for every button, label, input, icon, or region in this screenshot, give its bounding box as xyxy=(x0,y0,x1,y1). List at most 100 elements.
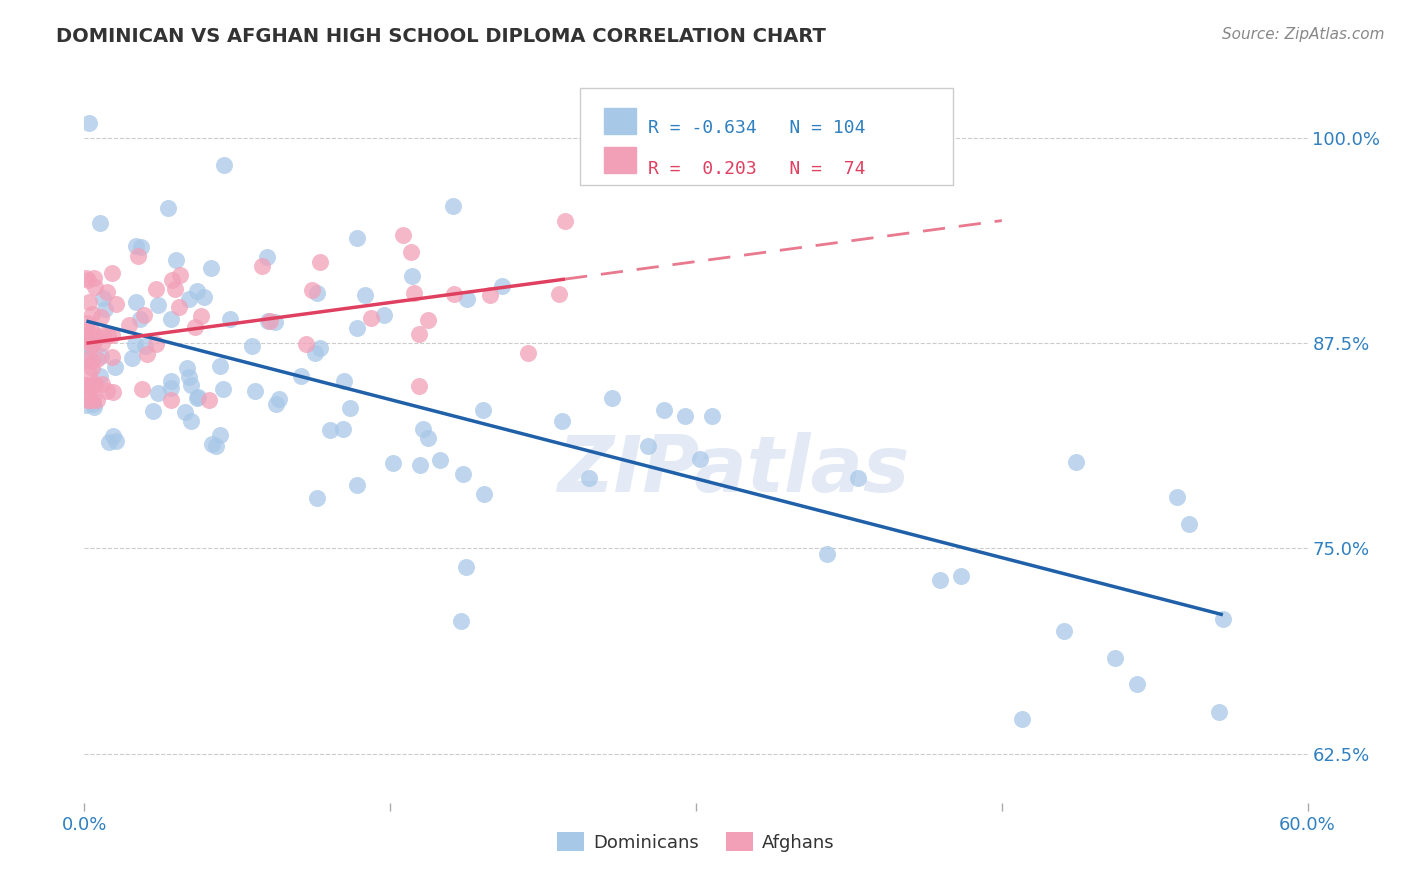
Point xyxy=(373,308,395,322)
Point xyxy=(83,271,105,285)
Point xyxy=(360,310,382,325)
Point xyxy=(96,384,118,398)
Point xyxy=(105,434,128,449)
Text: ZIPatlas: ZIPatlas xyxy=(557,433,908,508)
Point xyxy=(134,339,156,353)
Point xyxy=(264,314,287,328)
Point xyxy=(159,374,181,388)
Point xyxy=(105,297,128,311)
Point xyxy=(491,279,513,293)
Point xyxy=(176,361,198,376)
Point xyxy=(208,428,231,442)
Point xyxy=(401,244,423,259)
Point xyxy=(846,471,869,485)
Point xyxy=(339,401,361,416)
Point xyxy=(77,116,100,130)
Point xyxy=(148,385,170,400)
Point xyxy=(159,393,181,408)
Point xyxy=(82,307,104,321)
Point xyxy=(346,231,368,245)
Point xyxy=(412,422,434,436)
Point xyxy=(673,409,696,423)
Point xyxy=(240,339,263,353)
Point xyxy=(1126,677,1149,691)
Point xyxy=(479,287,502,301)
Point xyxy=(208,359,231,374)
Point xyxy=(125,295,148,310)
Text: R =  0.203   N =  74: R = 0.203 N = 74 xyxy=(648,160,866,178)
Point xyxy=(89,216,111,230)
FancyBboxPatch shape xyxy=(579,87,953,185)
Point xyxy=(84,377,107,392)
Point xyxy=(252,259,274,273)
Point xyxy=(118,318,141,333)
Point xyxy=(79,328,101,343)
Point xyxy=(166,253,188,268)
Point xyxy=(307,285,329,300)
Point xyxy=(129,239,152,253)
Point xyxy=(551,414,574,428)
Point xyxy=(76,316,98,330)
Point xyxy=(180,414,202,428)
Point xyxy=(186,392,208,406)
Point xyxy=(101,350,124,364)
Point xyxy=(75,377,97,392)
Point xyxy=(516,346,538,360)
Point xyxy=(128,311,150,326)
Text: Source: ZipAtlas.com: Source: ZipAtlas.com xyxy=(1222,27,1385,42)
Point xyxy=(163,282,186,296)
Point xyxy=(124,337,146,351)
Point xyxy=(160,381,183,395)
Point xyxy=(82,397,104,411)
Point xyxy=(409,458,432,473)
Point xyxy=(82,324,104,338)
Point xyxy=(472,487,495,501)
Point xyxy=(547,287,569,301)
Point xyxy=(76,393,98,408)
Point xyxy=(127,249,149,263)
Point xyxy=(83,377,105,392)
Point xyxy=(198,393,221,408)
Point xyxy=(167,301,190,315)
Text: R = -0.634   N = 104: R = -0.634 N = 104 xyxy=(648,119,866,136)
Point xyxy=(471,402,494,417)
Point xyxy=(79,295,101,310)
Point xyxy=(82,361,104,376)
Point xyxy=(186,284,208,298)
Point xyxy=(77,273,100,287)
Point xyxy=(301,283,323,297)
Point xyxy=(86,393,108,408)
Point xyxy=(180,378,202,392)
Point xyxy=(1064,455,1087,469)
Point xyxy=(76,351,98,365)
Point xyxy=(91,327,114,342)
Point xyxy=(83,401,105,415)
Point xyxy=(145,337,167,351)
Point xyxy=(148,298,170,312)
Point xyxy=(104,360,127,375)
Point xyxy=(354,288,377,302)
Point xyxy=(1177,517,1199,532)
Point xyxy=(1104,651,1126,665)
Point xyxy=(90,310,112,325)
Point xyxy=(346,477,368,491)
Point xyxy=(75,331,97,345)
Point xyxy=(131,382,153,396)
FancyBboxPatch shape xyxy=(605,146,636,173)
Point xyxy=(142,404,165,418)
Point xyxy=(815,547,838,561)
Point xyxy=(77,367,100,381)
Point xyxy=(416,431,439,445)
Point xyxy=(319,424,342,438)
Point xyxy=(429,453,451,467)
Point xyxy=(451,467,474,482)
Point xyxy=(1212,612,1234,626)
Point xyxy=(259,314,281,328)
Point xyxy=(90,349,112,363)
Point xyxy=(243,384,266,398)
Point xyxy=(554,214,576,228)
Point xyxy=(174,405,197,419)
Point xyxy=(179,292,201,306)
Point xyxy=(90,335,112,350)
Point xyxy=(76,378,98,392)
